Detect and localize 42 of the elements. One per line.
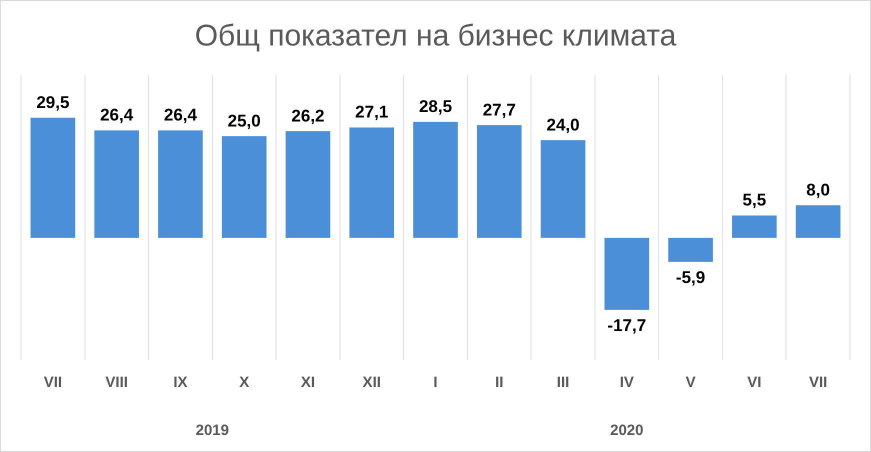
x-tick-label: VII (808, 374, 828, 392)
bar (349, 128, 394, 238)
data-label: 24,0 (546, 115, 580, 134)
bar (540, 140, 586, 238)
x-tick-label: III (556, 374, 570, 392)
bar (222, 136, 267, 238)
x-tick-label: IX (173, 374, 188, 392)
x-tick-label: X (239, 374, 250, 392)
data-label: 28,5 (418, 97, 452, 116)
data-label: 25,0 (228, 111, 261, 130)
x-tick-label: II (495, 374, 504, 392)
x-tick-label: V (686, 374, 696, 392)
x-tick-label: XI (300, 374, 316, 392)
bar (732, 215, 777, 238)
data-label: -17,7 (607, 316, 646, 336)
data-label: 26,4 (100, 106, 134, 125)
bar (158, 130, 203, 238)
bar (94, 130, 139, 238)
text: 2019 (196, 422, 229, 440)
data-label: 27,7 (482, 100, 516, 120)
bar (413, 122, 458, 238)
x-tick-label: XII (362, 374, 381, 392)
data-label: 26,2 (291, 106, 325, 126)
x-tick-label: I (433, 374, 438, 392)
data-label: 5,5 (742, 190, 766, 210)
bar (286, 131, 330, 238)
bar (604, 238, 650, 310)
text: 2020 (610, 422, 644, 440)
data-label: 26,4 (164, 106, 198, 125)
bar (796, 205, 840, 238)
x-tick-label: VIII (105, 374, 128, 392)
x-tick-label: VII (44, 374, 62, 392)
data-label: 27,1 (355, 102, 388, 122)
data-label: 8,0 (806, 180, 830, 200)
x-tick-label: VI (747, 374, 762, 392)
x-tick-label: IV (620, 374, 634, 392)
data-label: -5,9 (676, 268, 706, 288)
data-label: 29,5 (36, 92, 70, 112)
chart-title: Общ показател на бизнес климата (194, 19, 677, 52)
bar (668, 238, 713, 262)
bar (30, 118, 76, 238)
bar (476, 125, 522, 238)
